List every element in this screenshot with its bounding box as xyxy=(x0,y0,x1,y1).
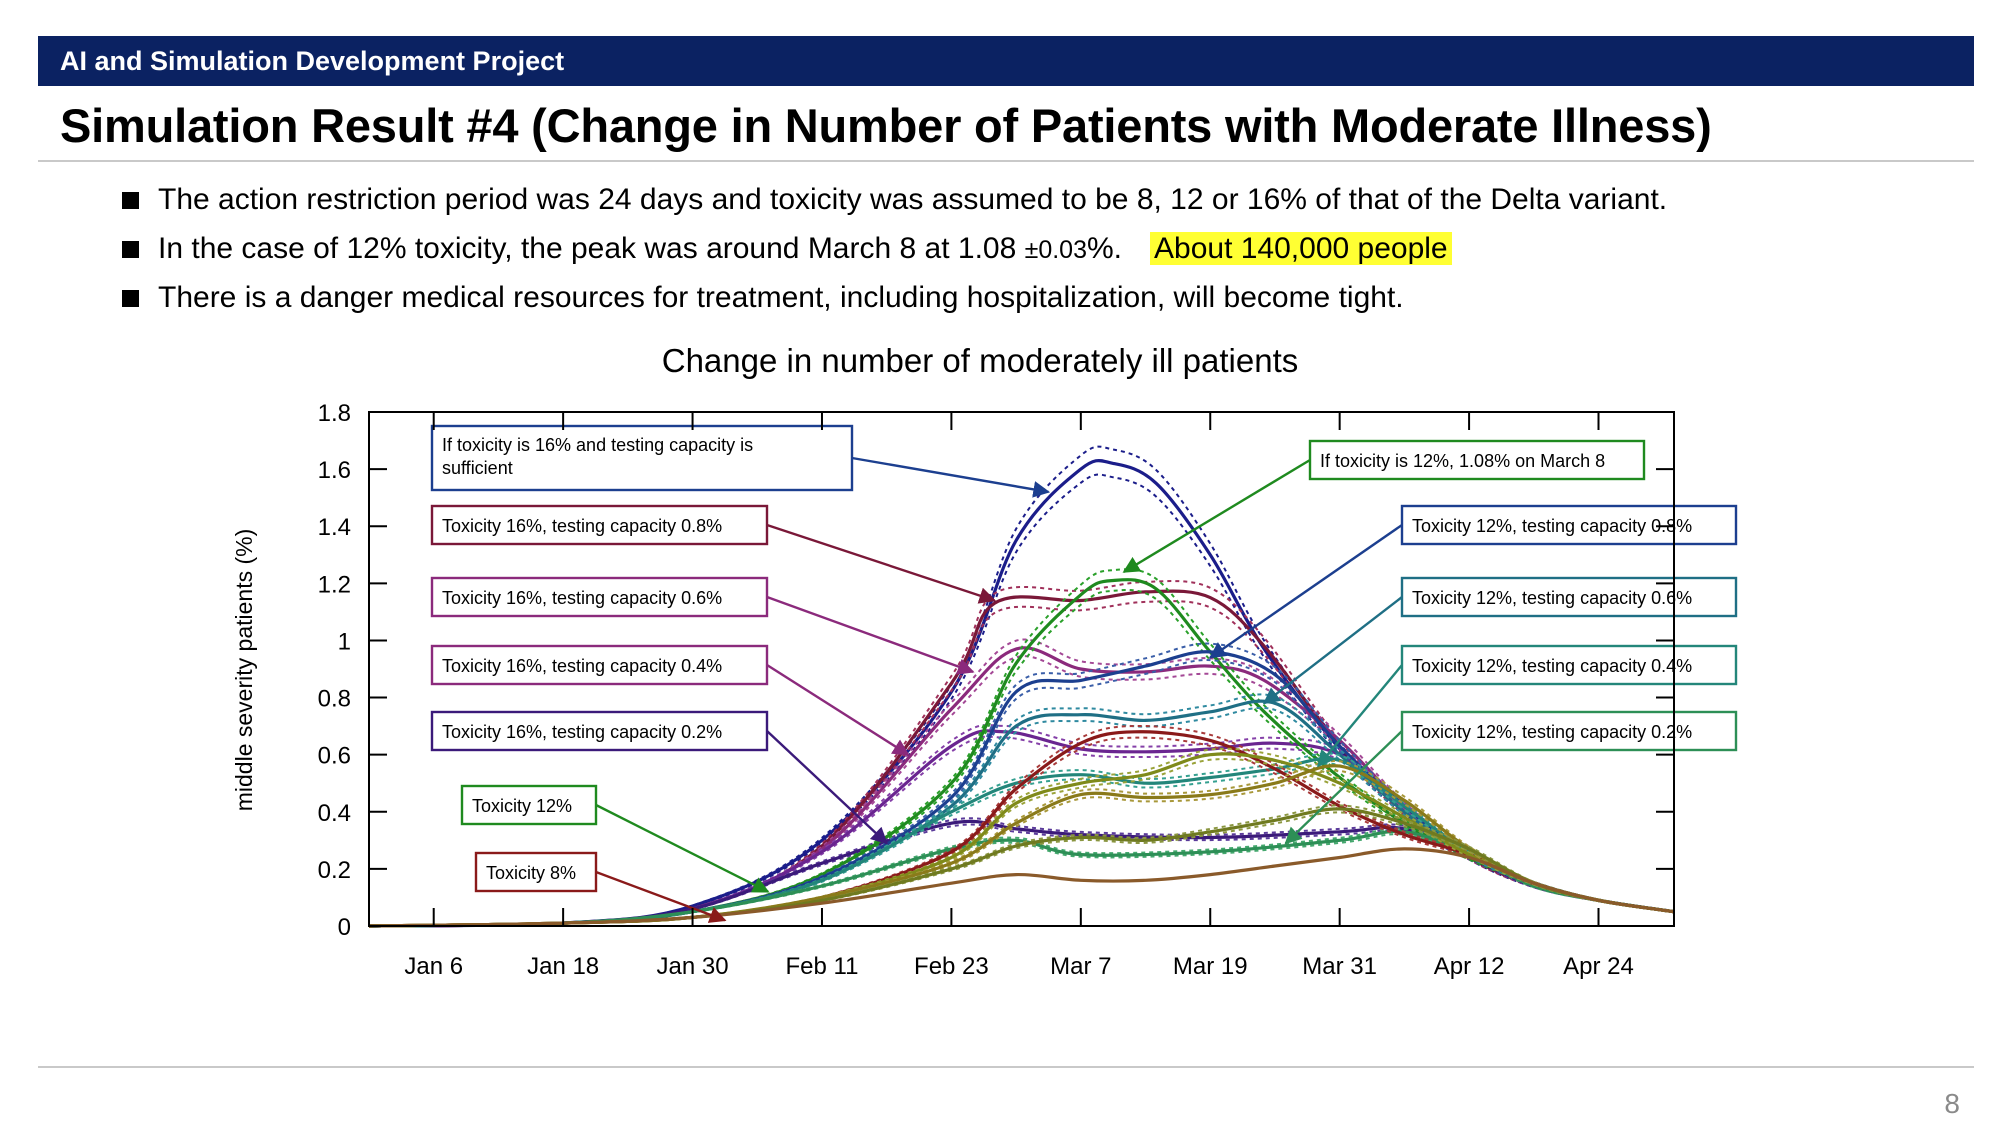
y-tick-label: 1.4 xyxy=(318,514,351,541)
x-tick-label: Jan 30 xyxy=(657,953,729,980)
title-divider xyxy=(38,160,1974,162)
plot-frame xyxy=(368,411,1675,927)
annotation-arrow xyxy=(1122,458,1311,573)
annotation-arrow xyxy=(851,456,1051,498)
plus-minus-value: ±0.03 xyxy=(1024,236,1087,264)
page-title: Simulation Result #4 (Change in Number o… xyxy=(60,99,1712,152)
annotation-arrow xyxy=(1262,596,1403,705)
annotation-arrow xyxy=(766,595,975,675)
annotation-label: Toxicity 16%, testing capacity 0.8% xyxy=(442,516,722,536)
annotation-arrow xyxy=(766,523,997,604)
y-ticks: 0 0.2 0.4 0.6 0.8 1 1.2 1.4 1.6 1.8 xyxy=(318,400,1674,941)
y-tick-label: 0.8 xyxy=(318,686,351,713)
annotation-label: Toxicity 16%, testing capacity 0.4% xyxy=(442,656,722,676)
square-bullet-icon xyxy=(122,290,139,307)
annotation-arrow xyxy=(766,663,910,756)
x-tick-label: Apr 24 xyxy=(1563,953,1634,980)
y-axis-label: middle severity patients (%) xyxy=(231,529,257,812)
bullet-text: There is a danger medical resources for … xyxy=(158,281,1404,314)
project-name: AI and Simulation Development Project xyxy=(60,46,565,76)
annotation-label: Toxicity 16%, testing capacity 0.2% xyxy=(442,722,722,742)
annotation-arrow xyxy=(766,730,888,845)
x-tick-label: Apr 12 xyxy=(1434,953,1505,980)
x-tick-label: Mar 19 xyxy=(1173,953,1248,980)
series-band-upper xyxy=(368,747,1675,927)
series-band-lower xyxy=(368,655,1675,927)
annotation-arrow xyxy=(1208,524,1403,659)
header-bar: AI and Simulation Development Project xyxy=(38,36,1974,86)
annotation-box xyxy=(430,710,769,752)
x-tick-label: Feb 23 xyxy=(914,953,989,980)
annotation-box xyxy=(1400,576,1738,618)
annotation-label: Toxicity 8% xyxy=(486,863,576,883)
annotation-label: Toxicity 12%, testing capacity 0.2% xyxy=(1412,722,1692,742)
annotation-box xyxy=(430,424,854,492)
annotation-arrow xyxy=(1317,664,1403,768)
annotation-label: Toxicity 12%, testing capacity 0.4% xyxy=(1412,656,1692,676)
annotation-box xyxy=(1400,644,1738,686)
series-band-upper xyxy=(368,724,1675,927)
series-band-upper xyxy=(368,724,1675,927)
annotation-box xyxy=(430,576,769,618)
annotation-label: Toxicity 12% xyxy=(472,796,572,816)
bullet-text: In the case of 12% toxicity, the peak wa… xyxy=(158,232,1025,265)
annotation-label: Toxicity 12%, testing capacity 0.6% xyxy=(1412,588,1692,608)
annotation-label: Toxicity 16%, testing capacity 0.6% xyxy=(442,588,722,608)
y-tick-label: 0 xyxy=(338,914,351,941)
annotation-arrow xyxy=(595,870,727,923)
bullet-text-suffix: %. xyxy=(1087,232,1123,265)
square-bullet-icon xyxy=(122,241,139,258)
annotation-label: If toxicity is 16% and testing capacity … xyxy=(442,435,753,478)
annotation-box xyxy=(430,504,769,546)
annotation-box xyxy=(460,784,598,826)
annotation-box xyxy=(1400,504,1738,546)
y-tick-label: 0.2 xyxy=(318,857,351,884)
square-bullet-icon xyxy=(122,192,139,209)
chart-title: Change in number of moderately ill patie… xyxy=(662,342,1299,379)
highlighted-text: About 140,000 people xyxy=(1150,232,1452,265)
x-tick-label: Feb 11 xyxy=(786,953,859,980)
annotation-box xyxy=(430,644,769,686)
bullet-item: The action restriction period was 24 day… xyxy=(120,180,1667,229)
annotation-box xyxy=(1308,439,1646,481)
annotation-box xyxy=(474,851,598,893)
y-tick-label: 1 xyxy=(338,628,351,655)
y-tick-label: 1.8 xyxy=(318,400,351,427)
bullet-list: The action restriction period was 24 day… xyxy=(120,180,1667,327)
annotation-arrow xyxy=(595,803,770,893)
y-tick-label: 0.4 xyxy=(318,800,351,827)
bullet-item: In the case of 12% toxicity, the peak wa… xyxy=(120,229,1667,278)
page-number: 8 xyxy=(1944,1088,1960,1119)
x-tick-label: Jan 6 xyxy=(404,953,463,980)
annotation-arrow xyxy=(1284,730,1403,845)
bullet-item: There is a danger medical resources for … xyxy=(120,278,1667,327)
annotation-label: Toxicity 12%, testing capacity 0.8% xyxy=(1412,516,1692,536)
footer-divider xyxy=(38,1066,1974,1068)
y-tick-label: 0.6 xyxy=(318,743,351,770)
x-tick-label: Mar 31 xyxy=(1302,953,1377,980)
annotation-box xyxy=(1400,710,1738,752)
bullet-text: The action restriction period was 24 day… xyxy=(158,183,1668,216)
annotation-label: If toxicity is 12%, 1.08% on March 8 xyxy=(1320,451,1605,471)
y-tick-label: 1.6 xyxy=(318,457,351,484)
x-tick-label: Jan 18 xyxy=(527,953,599,980)
x-ticks: Jan 6 Jan 18 Jan 30 Feb 11 Feb 23 Mar 7 Mar 19… xyxy=(404,412,1634,980)
x-tick-label: Mar 7 xyxy=(1050,953,1111,980)
annotation-layer: If toxicity is 16% and testing capacity … xyxy=(430,424,1738,923)
y-tick-label: 1.2 xyxy=(318,571,351,598)
